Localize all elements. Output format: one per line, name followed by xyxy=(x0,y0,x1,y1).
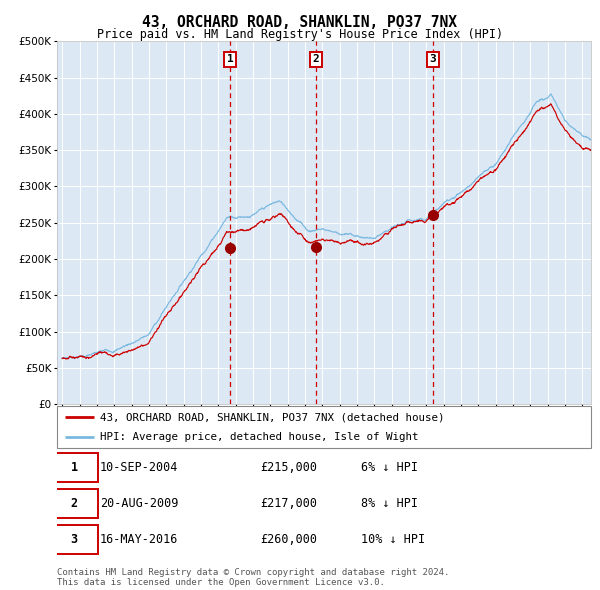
Text: 16-MAY-2016: 16-MAY-2016 xyxy=(100,533,178,546)
Text: 3: 3 xyxy=(71,533,77,546)
Text: 1: 1 xyxy=(71,461,77,474)
FancyBboxPatch shape xyxy=(50,453,98,482)
FancyBboxPatch shape xyxy=(50,525,98,554)
Text: 1: 1 xyxy=(227,54,233,64)
Text: 10% ↓ HPI: 10% ↓ HPI xyxy=(361,533,425,546)
Text: 20-AUG-2009: 20-AUG-2009 xyxy=(100,497,178,510)
Text: Price paid vs. HM Land Registry's House Price Index (HPI): Price paid vs. HM Land Registry's House … xyxy=(97,28,503,41)
Text: 43, ORCHARD ROAD, SHANKLIN, PO37 7NX: 43, ORCHARD ROAD, SHANKLIN, PO37 7NX xyxy=(143,15,458,30)
FancyBboxPatch shape xyxy=(50,489,98,518)
Text: 2: 2 xyxy=(71,497,77,510)
Text: £260,000: £260,000 xyxy=(260,533,317,546)
Text: 2: 2 xyxy=(313,54,319,64)
Text: 43, ORCHARD ROAD, SHANKLIN, PO37 7NX (detached house): 43, ORCHARD ROAD, SHANKLIN, PO37 7NX (de… xyxy=(100,412,444,422)
Text: £215,000: £215,000 xyxy=(260,461,317,474)
Text: 6% ↓ HPI: 6% ↓ HPI xyxy=(361,461,418,474)
Text: 8% ↓ HPI: 8% ↓ HPI xyxy=(361,497,418,510)
Text: 3: 3 xyxy=(430,54,436,64)
Text: Contains HM Land Registry data © Crown copyright and database right 2024.
This d: Contains HM Land Registry data © Crown c… xyxy=(57,568,449,587)
Text: 10-SEP-2004: 10-SEP-2004 xyxy=(100,461,178,474)
Text: HPI: Average price, detached house, Isle of Wight: HPI: Average price, detached house, Isle… xyxy=(100,432,418,442)
Text: £217,000: £217,000 xyxy=(260,497,317,510)
